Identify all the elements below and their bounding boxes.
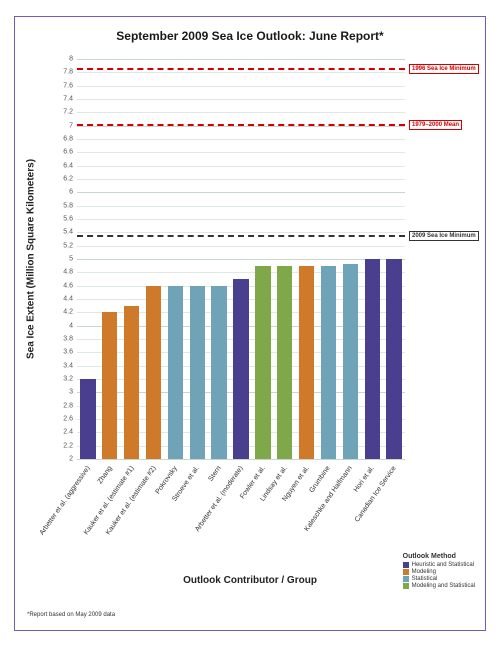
y-tick-label: 5.8: [63, 202, 73, 209]
bar: [255, 266, 270, 459]
legend-item: Modeling: [403, 569, 475, 575]
y-tick-label: 3.4: [63, 362, 73, 369]
y-tick-label: 6.8: [63, 136, 73, 143]
y-tick-label: 4.2: [63, 309, 73, 316]
y-tick-label: 4.8: [63, 269, 73, 276]
y-tick-label: 6: [69, 189, 73, 196]
footnote: *Report based on May 2009 data: [27, 612, 115, 618]
y-tick-label: 5.2: [63, 242, 73, 249]
bar: [168, 286, 183, 459]
bar: [365, 259, 380, 459]
bars-group: [77, 59, 405, 459]
y-tick-label: 3.6: [63, 349, 73, 356]
reference-line-label: 1996 Sea Ice Minimum: [409, 64, 479, 74]
y-tick-label: 2.8: [63, 402, 73, 409]
y-tick-label: 6.2: [63, 176, 73, 183]
legend-item: Statistical: [403, 576, 475, 582]
y-tick-label: 3: [69, 389, 73, 396]
y-axis-title: Sea Ice Extent (Million Square Kilometer…: [26, 159, 37, 359]
reference-line-label: 1979–2000 Mean: [409, 120, 462, 130]
bar: [190, 286, 205, 459]
bar: [233, 279, 248, 459]
y-tick-label: 6.6: [63, 149, 73, 156]
legend-swatch: [403, 583, 409, 589]
bar: [299, 266, 314, 459]
y-tick-label: 4.6: [63, 282, 73, 289]
chart-frame: September 2009 Sea Ice Outlook: June Rep…: [14, 16, 486, 631]
grid-line: [77, 459, 405, 460]
y-tick-label: 7.4: [63, 96, 73, 103]
legend-item: Heuristic and Statistical: [403, 562, 475, 568]
bar: [386, 259, 401, 459]
y-tick-label: 7: [69, 122, 73, 129]
legend-label: Modeling and Statistical: [412, 583, 475, 589]
legend-item: Modeling and Statistical: [403, 583, 475, 589]
bar: [277, 266, 292, 459]
y-tick-label: 2: [69, 456, 73, 463]
y-tick-label: 8: [69, 56, 73, 63]
y-tick-label: 7.8: [63, 69, 73, 76]
reference-line-label: 2009 Sea Ice Minimum: [409, 231, 479, 241]
y-tick-label: 4.4: [63, 296, 73, 303]
legend: Outlook Method Heuristic and Statistical…: [403, 553, 475, 590]
bar: [146, 286, 161, 459]
legend-swatch: [403, 576, 409, 582]
y-tick-label: 4: [69, 322, 73, 329]
legend-label: Modeling: [412, 569, 436, 575]
legend-swatch: [403, 569, 409, 575]
legend-label: Statistical: [412, 576, 438, 582]
y-tick-label: 7.6: [63, 82, 73, 89]
y-tick-label: 7.2: [63, 109, 73, 116]
y-tick-label: 6.4: [63, 162, 73, 169]
legend-label: Heuristic and Statistical: [412, 562, 474, 568]
y-tick-label: 3.2: [63, 376, 73, 383]
bar: [321, 266, 336, 459]
bar: [124, 306, 139, 459]
page-container: September 2009 Sea Ice Outlook: June Rep…: [0, 0, 500, 647]
y-tick-label: 2.6: [63, 416, 73, 423]
y-tick-label: 2.2: [63, 442, 73, 449]
y-tick-label: 2.4: [63, 429, 73, 436]
bar: [343, 264, 358, 459]
legend-swatch: [403, 562, 409, 568]
y-tick-label: 5: [69, 256, 73, 263]
y-tick-label: 3.8: [63, 336, 73, 343]
plot-region: 1996 Sea Ice Minimum1979–2000 Mean2009 S…: [77, 59, 405, 459]
y-tick-label: 5.4: [63, 229, 73, 236]
bar: [102, 312, 117, 459]
chart-title: September 2009 Sea Ice Outlook: June Rep…: [15, 17, 485, 43]
bar: [211, 286, 226, 459]
bar: [80, 379, 95, 459]
y-tick-label: 5.6: [63, 216, 73, 223]
legend-title: Outlook Method: [403, 553, 475, 560]
